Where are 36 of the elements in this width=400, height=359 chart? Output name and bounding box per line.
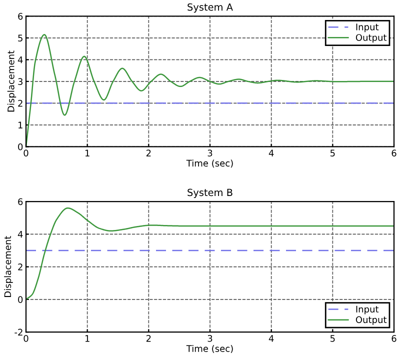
x-axis-title: Time (sec) xyxy=(186,344,233,354)
legend-label: Output xyxy=(356,316,387,325)
y-tick-label: 6 xyxy=(18,12,23,20)
x-tick-label: 1 xyxy=(85,150,90,156)
y-axis-title: Displacement xyxy=(7,50,16,112)
x-tick-label: 3 xyxy=(208,150,212,156)
x-tick-label: 1 xyxy=(85,335,90,342)
x-axis-title: Time (sec) xyxy=(186,160,233,168)
x-tick-label: 6 xyxy=(392,335,396,342)
x-tick-label: 2 xyxy=(146,150,151,156)
y-tick-label: 4 xyxy=(18,231,23,238)
y-tick-label: 0 xyxy=(18,296,23,303)
y-tick-label: 6 xyxy=(18,198,23,206)
x-tick-label: 4 xyxy=(268,335,274,342)
x-tick-label: 3 xyxy=(208,335,212,342)
y-axis-title: Displacement xyxy=(4,236,13,297)
y-tick-label: 4 xyxy=(18,56,23,64)
chart-title: System B xyxy=(188,188,232,198)
x-tick-label: 0 xyxy=(24,150,28,156)
y-tick-label: 2 xyxy=(18,100,22,107)
y-tick-label: 3 xyxy=(18,78,22,85)
x-tick-label: 2 xyxy=(146,335,151,342)
x-tick-label: 0 xyxy=(24,335,28,342)
x-tick-label: 4 xyxy=(268,150,274,156)
x-tick-label: 5 xyxy=(330,335,335,342)
x-tick-label: 5 xyxy=(330,150,335,156)
legend-label: Output xyxy=(356,34,387,43)
y-tick-label: 2 xyxy=(18,264,22,270)
legend-label: Input xyxy=(356,306,379,314)
y-tick-label: 0 xyxy=(18,143,23,150)
legend-label: Input xyxy=(356,24,379,32)
x-tick-label: 6 xyxy=(392,150,396,156)
y-tick-label: 1 xyxy=(18,122,22,128)
chart-title: System A xyxy=(188,3,233,13)
y-tick-label: -2 xyxy=(14,328,22,336)
y-tick-label: 5 xyxy=(18,34,22,42)
